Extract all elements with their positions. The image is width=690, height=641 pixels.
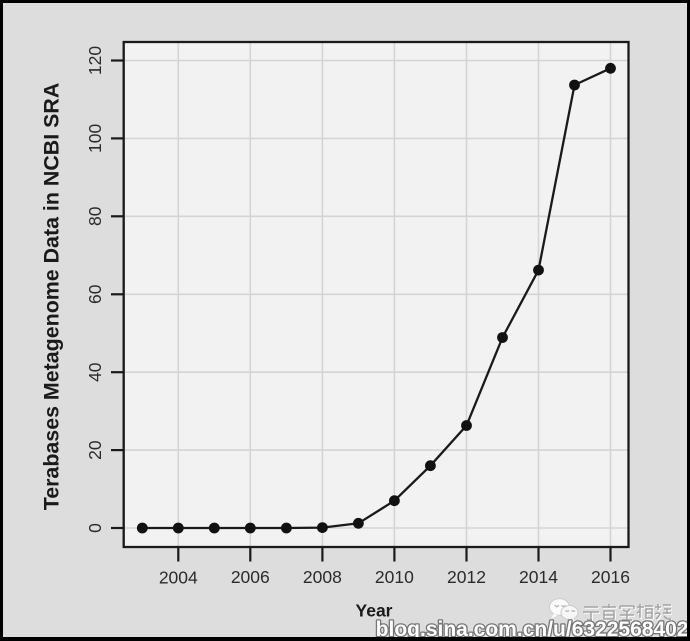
svg-text:40: 40	[85, 362, 105, 382]
svg-text:2006: 2006	[231, 567, 270, 587]
svg-text:2016: 2016	[591, 567, 630, 587]
svg-text:2012: 2012	[447, 567, 486, 587]
svg-text:2014: 2014	[519, 567, 558, 587]
svg-text:120: 120	[85, 46, 105, 75]
svg-text:0: 0	[85, 523, 105, 533]
svg-text:100: 100	[85, 124, 105, 153]
svg-text:Year: Year	[356, 601, 393, 621]
svg-text:2010: 2010	[375, 567, 414, 587]
svg-text:2004: 2004	[159, 568, 198, 588]
svg-text:60: 60	[85, 284, 105, 304]
svg-text:blog.sina.com.cn/u/6322568402: blog.sina.com.cn/u/6322568402	[376, 618, 689, 641]
svg-text:80: 80	[85, 206, 105, 226]
svg-text:Terabases Metagenome Data in N: Terabases Metagenome Data in NCBI SRA	[40, 83, 64, 511]
svg-text:2008: 2008	[303, 567, 342, 587]
svg-text:20: 20	[85, 440, 105, 460]
